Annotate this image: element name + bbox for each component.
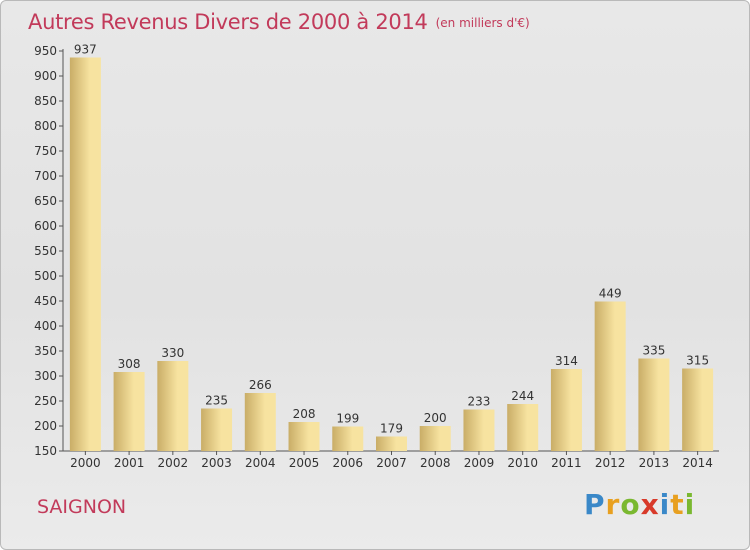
y-tick-label: 550 (34, 244, 57, 258)
bar-value-label: 937 (74, 43, 97, 57)
y-tick-label: 300 (34, 369, 57, 383)
y-tick-label: 200 (34, 419, 57, 433)
bar-value-label: 199 (336, 412, 359, 426)
bar (376, 436, 407, 451)
bar (638, 358, 670, 451)
bar (113, 372, 145, 451)
y-tick-label: 500 (34, 269, 57, 283)
x-tick-label: 2000 (70, 456, 101, 470)
x-tick-label: 2013 (639, 456, 670, 470)
x-tick-label: 2007 (376, 456, 407, 470)
logo-letter: x (640, 488, 660, 521)
x-tick-label: 2009 (464, 456, 495, 470)
y-tick-label: 700 (34, 169, 57, 183)
bar (463, 409, 495, 451)
y-tick-label: 150 (34, 444, 57, 458)
bar (332, 426, 364, 451)
logo-letter: i (684, 488, 696, 521)
bar (244, 393, 276, 451)
x-tick-label: 2012 (595, 456, 626, 470)
bar (288, 422, 320, 451)
bar-value-label: 200 (424, 411, 447, 425)
x-tick-label: 2008 (420, 456, 451, 470)
x-tick-label: 2011 (551, 456, 582, 470)
logo-letter: i (659, 488, 671, 521)
y-tick-label: 600 (34, 219, 57, 233)
y-tick-label: 350 (34, 344, 57, 358)
x-tick-label: 2006 (332, 456, 363, 470)
bar-value-label: 330 (161, 346, 184, 360)
bar-value-label: 315 (686, 354, 709, 368)
x-tick-label: 2005 (289, 456, 320, 470)
bar (69, 57, 101, 451)
bar-value-label: 235 (205, 394, 228, 408)
bar-value-label: 314 (555, 354, 578, 368)
bar-value-label: 449 (599, 287, 622, 301)
y-tick-label: 250 (34, 394, 57, 408)
x-tick-label: 2001 (114, 456, 145, 470)
x-tick-label: 2004 (245, 456, 276, 470)
bar (594, 301, 626, 451)
bar-value-label: 308 (118, 357, 141, 371)
logo-letter: t (670, 488, 685, 521)
y-tick-label: 900 (34, 69, 57, 83)
bar (201, 408, 233, 451)
chart-title: Autres Revenus Divers de 2000 à 2014 (en … (28, 10, 530, 34)
bar (157, 361, 189, 451)
x-tick-label: 2002 (158, 456, 189, 470)
chart-title-text: Autres Revenus Divers de 2000 à 2014 (28, 10, 428, 34)
x-tick-label: 2014 (682, 456, 713, 470)
logo-letter: r (605, 488, 621, 521)
logo-letter: P (584, 488, 606, 521)
bar-value-label: 244 (511, 389, 534, 403)
y-tick-label: 800 (34, 119, 57, 133)
unit-note: (en milliers d'€) (435, 16, 530, 30)
y-tick-label: 850 (34, 94, 57, 108)
y-tick-label: 400 (34, 319, 57, 333)
x-tick-label: 2003 (201, 456, 232, 470)
bar-value-label: 266 (249, 378, 272, 392)
proxiti-logo[interactable]: Proxiti (584, 488, 695, 521)
bar (550, 369, 582, 451)
bar (507, 404, 539, 451)
y-tick-label: 450 (34, 294, 57, 308)
bar-value-label: 179 (380, 422, 403, 436)
y-tick-label: 650 (34, 194, 57, 208)
commune-name: SAIGNON (37, 496, 127, 518)
bar (682, 368, 714, 451)
logo-letter: o (620, 488, 641, 521)
bar (419, 426, 451, 451)
y-tick-label: 750 (34, 144, 57, 158)
bar-value-label: 335 (642, 344, 665, 358)
y-tick-label: 950 (34, 44, 57, 58)
bar-value-label: 208 (293, 407, 316, 421)
bar-value-label: 233 (468, 395, 491, 409)
x-tick-label: 2010 (507, 456, 538, 470)
